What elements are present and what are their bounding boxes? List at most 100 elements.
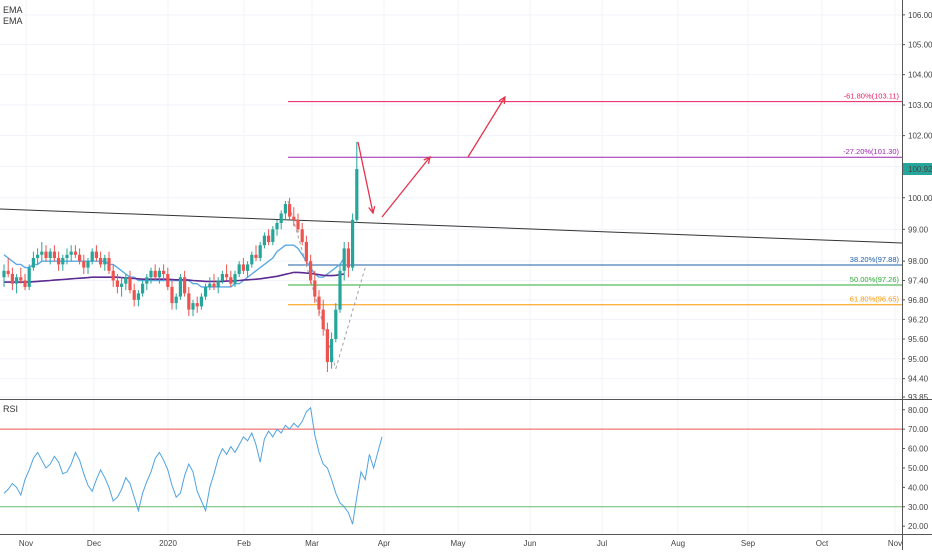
candle — [296, 213, 300, 233]
last-price-value: 100.92 — [908, 165, 932, 174]
candle — [199, 293, 203, 310]
price-tick-label: 105.00 — [908, 41, 932, 50]
legend-ema-2[interactable]: EMA — [3, 16, 23, 26]
candle-body — [103, 257, 107, 265]
price-tick-label: 95.60 — [908, 335, 929, 344]
time-axis[interactable]: Nov Dec 2020 Feb Mar Apr May Jun Jul Aug Sep Oct Nov — [19, 539, 902, 548]
candle — [183, 270, 187, 297]
time-tick-label: Dec — [87, 539, 101, 548]
candle — [191, 299, 195, 317]
fib-label-618: 61.80%(96.65) — [850, 295, 900, 304]
candle-body — [94, 251, 98, 258]
candle-body — [162, 270, 166, 275]
arrow-up-2[interactable] — [467, 95, 506, 158]
price-axis[interactable]: 106.00105.00104.00103.00102.00101.00100.… — [902, 11, 932, 402]
candle — [10, 267, 14, 291]
candle — [153, 264, 157, 281]
candle-body — [241, 264, 245, 271]
candle-body — [355, 169, 359, 220]
candle — [99, 251, 103, 268]
time-tick-label: Jul — [597, 539, 607, 548]
candle — [254, 245, 258, 262]
rsi-line — [3, 406, 383, 525]
candle-body — [317, 296, 321, 310]
candle — [338, 264, 342, 313]
candle-body — [208, 283, 212, 287]
candle-body — [267, 235, 271, 243]
last-price-marker: 100.92 — [903, 163, 932, 176]
last-price-badge — [903, 163, 932, 176]
fib-label-n618: -61.80%(103.11) — [844, 92, 900, 101]
time-tick-label: Feb — [237, 539, 251, 548]
candle-body — [351, 219, 355, 268]
price-tick-label: 104.00 — [908, 71, 932, 80]
candle — [275, 219, 279, 236]
candle-body — [2, 270, 6, 278]
candle — [304, 235, 308, 265]
candle — [321, 299, 325, 336]
candle — [187, 286, 191, 317]
candle-body — [90, 251, 94, 262]
projection-arrows[interactable] — [357, 95, 506, 218]
time-tick-label: Nov — [19, 539, 33, 548]
candle-body — [99, 257, 103, 265]
candle-body — [15, 277, 19, 284]
candle — [258, 242, 262, 262]
candle-body — [157, 270, 161, 278]
candle — [2, 264, 6, 287]
candle — [212, 274, 216, 291]
candle — [334, 303, 338, 343]
candle-body — [27, 267, 31, 287]
arrow-down[interactable] — [357, 141, 376, 215]
candle-body — [309, 261, 313, 281]
candle — [15, 274, 19, 294]
candle-body — [283, 204, 287, 214]
candle-body — [44, 251, 48, 258]
candle — [27, 264, 31, 291]
candle — [267, 229, 271, 246]
candle-body — [170, 286, 174, 304]
rsi-axis[interactable]: 80.00 70.00 60.00 50.00 40.00 30.00 20.00 — [902, 406, 929, 531]
candle — [141, 280, 145, 297]
candle — [174, 293, 178, 310]
candle-body — [229, 277, 233, 284]
candle — [309, 254, 313, 284]
arrow-up-1[interactable] — [381, 155, 431, 218]
rsi-tick-label: 60.00 — [908, 445, 929, 454]
candle-body — [212, 283, 216, 287]
candle-body — [48, 251, 52, 258]
candle — [300, 222, 304, 246]
legend-ema-1[interactable]: EMA — [3, 5, 23, 15]
candle — [355, 141, 359, 223]
candle-body — [86, 261, 90, 268]
fib-label-500: 50.00%(97.26) — [850, 275, 900, 284]
candle-body — [124, 277, 128, 284]
candle — [233, 270, 237, 287]
fib-retracement[interactable] — [288, 101, 902, 306]
candle — [94, 245, 98, 262]
candles — [2, 141, 359, 373]
descending-trendline[interactable] — [0, 208, 903, 244]
candle — [195, 296, 199, 313]
rsi-tick-label: 30.00 — [908, 503, 929, 512]
candle — [288, 197, 292, 220]
candle-body — [342, 248, 346, 271]
candle-body — [216, 280, 220, 287]
legend-rsi[interactable]: RSI — [3, 404, 19, 414]
candle — [166, 267, 170, 291]
ema-slow-line — [4, 271, 345, 283]
rsi-tick-label: 70.00 — [908, 425, 929, 434]
candle-body — [334, 309, 338, 340]
candle-body — [204, 286, 208, 297]
price-tick-label: 96.20 — [908, 315, 929, 324]
price-tick-label: 99.00 — [908, 225, 929, 234]
candle-body — [296, 219, 300, 230]
candle-body — [6, 270, 10, 275]
candle-body — [128, 277, 132, 291]
candle — [65, 248, 69, 265]
candle — [31, 251, 35, 271]
time-tick-label: Jun — [524, 539, 537, 548]
candle-body — [115, 280, 119, 287]
